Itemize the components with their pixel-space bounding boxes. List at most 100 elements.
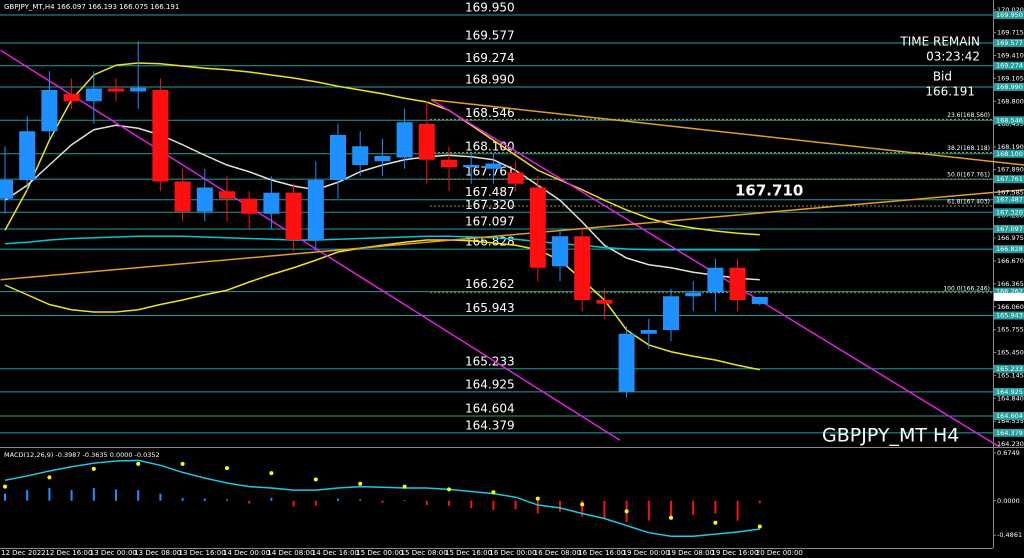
macd-signal-dot (491, 490, 496, 495)
bid-label: Bid (933, 70, 952, 84)
level-label: 166.262 (465, 277, 515, 291)
candle-body (396, 122, 413, 158)
macd-y-tick-label: 0.6749 (997, 449, 1020, 457)
level-label: 165.233 (465, 354, 515, 368)
x-tick-label: 14 Dec 00:00 (223, 549, 270, 557)
y-tick-label: 167.585 (997, 188, 1024, 196)
x-tick-label: 20 Dec 00:00 (756, 549, 803, 557)
x-tick-label: 14 Dec 08:00 (267, 549, 314, 557)
level-label: 164.604 (465, 401, 515, 415)
x-tick-label: 13 Dec 08:00 (134, 549, 181, 557)
macd-bar (4, 493, 6, 501)
candle-body (463, 165, 480, 168)
fib-label: 23.6(168.560) (947, 112, 990, 119)
macd-label: MACD(12,26,9) -0.3987 -0.3635 0.0000 -0.… (4, 451, 160, 459)
level-tag (994, 175, 1024, 184)
level-tag (994, 287, 1024, 296)
macd-signal-dot (313, 477, 318, 482)
macd-bar (270, 497, 273, 501)
candle-body (685, 292, 702, 297)
x-tick-label: 13 Dec 00:00 (90, 549, 137, 557)
macd-bar (337, 498, 339, 501)
candle-body (729, 267, 746, 300)
level-tag-label: 168.990 (996, 83, 1023, 91)
x-tick-label: 12 Dec 16:00 (45, 549, 92, 557)
x-tick-label: 14 Dec 16:00 (312, 549, 359, 557)
candle-body (507, 172, 524, 184)
level-tag (994, 116, 1024, 125)
macd-bar (758, 500, 761, 504)
macd-bar (48, 488, 51, 501)
macd-signal-dot (3, 484, 7, 489)
candle-body (485, 163, 502, 169)
trendline (0, 189, 1024, 281)
fib-label: 100.0(166.246) (943, 285, 990, 292)
level-tag-label: 169.577 (996, 39, 1023, 47)
level-label: 164.379 (465, 418, 515, 432)
x-tick-label: 15 Dec 08:00 (401, 549, 448, 557)
candle-body (707, 267, 724, 293)
macd-y-tick-label: -0.4861 (997, 531, 1022, 539)
fib-label: 61.8(167.403) (947, 199, 990, 206)
macd-bar (26, 490, 29, 501)
candle-body (85, 88, 102, 102)
candle-body (174, 181, 191, 212)
level-tag (994, 195, 1024, 204)
level-label: 164.925 (465, 377, 515, 391)
level-tag-label: 168.546 (996, 116, 1023, 124)
level-tag (994, 428, 1024, 437)
macd-bar (736, 500, 739, 521)
macd-bar (70, 490, 73, 501)
candle-body (41, 90, 58, 132)
macd-bar (92, 488, 95, 501)
level-tag (994, 387, 1024, 396)
level-tag-label: 169.950 (996, 11, 1023, 19)
level-tag (994, 364, 1024, 373)
macd-bar (492, 500, 495, 510)
y-tick-label: 169.410 (997, 52, 1024, 60)
y-tick-label: 166.365 (997, 280, 1024, 288)
bid-value: 166.191 (925, 85, 975, 99)
candle-body (263, 192, 280, 214)
x-tick-label: 16 Dec 16:00 (578, 549, 625, 557)
fib-label: 38.2(168.118) (947, 145, 990, 152)
level-tag-label: 167.487 (996, 196, 1023, 204)
time-remain-label: TIME REMAIN (899, 35, 980, 49)
chart-title: GBPJPY_MT,H4 166.097 166.193 166.075 166… (4, 3, 179, 11)
macd-bar (647, 500, 650, 521)
y-tick-label: 169.715 (997, 29, 1024, 37)
y-tick-label: 165.450 (997, 349, 1024, 357)
candle-body (374, 156, 391, 162)
candle-body (307, 180, 324, 240)
macd-signal-dot (535, 496, 540, 501)
level-label: 169.950 (465, 1, 515, 15)
x-tick-label: 19 Dec 08:00 (667, 549, 714, 557)
x-tick-label: 16 Dec 08:00 (534, 549, 581, 557)
level-tag (994, 149, 1024, 158)
macd-bar (670, 500, 672, 519)
y-tick-label: 166.060 (997, 303, 1024, 311)
level-tag (994, 311, 1024, 320)
level-label: 168.990 (465, 73, 515, 87)
macd-bar (115, 489, 117, 501)
indicator-line (4, 62, 760, 236)
candle-body (63, 93, 80, 102)
time-remain: 03:23:42 (926, 50, 980, 64)
candle-body (352, 146, 369, 165)
macd-signal-dot (713, 520, 718, 525)
macd-signal-dot (136, 461, 141, 466)
level-label: 167.320 (465, 198, 515, 212)
candle-body (19, 131, 36, 180)
macd-signal-dot (358, 481, 363, 486)
trendline (0, 49, 621, 441)
bid-tag-label: 166.191 (996, 293, 1023, 301)
macd-bar (536, 500, 539, 514)
level-tag-label: 165.943 (996, 312, 1023, 320)
macd-signal-dot (180, 461, 185, 466)
level-tag-label: 165.233 (996, 365, 1023, 373)
macd-bar (181, 497, 184, 501)
macd-bar (714, 500, 717, 514)
level-tag (994, 61, 1024, 70)
macd-bar (226, 499, 228, 501)
level-tag-label: 168.100 (996, 150, 1023, 158)
